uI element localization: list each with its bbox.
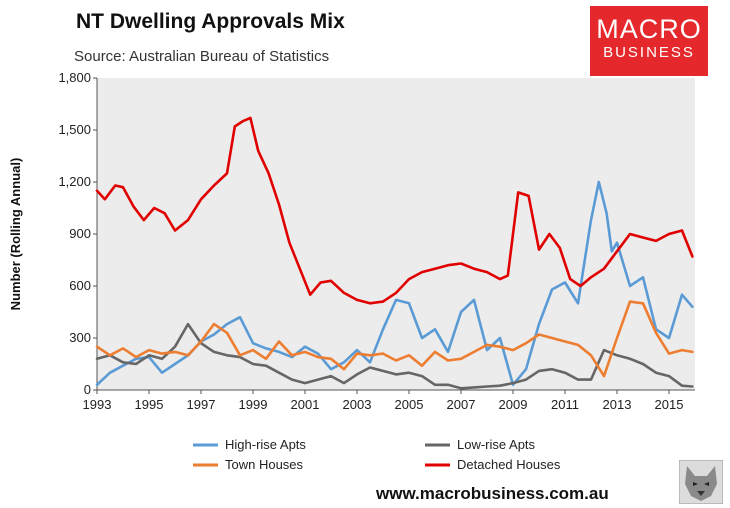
- y-tick-label: 1,800: [58, 70, 91, 85]
- legend-label: Low-rise Apts: [457, 437, 536, 452]
- macrobusiness-logo: MACRO BUSINESS: [590, 6, 708, 76]
- y-tick-label: 0: [84, 382, 91, 397]
- y-tick-label: 600: [69, 278, 91, 293]
- x-tick-label: 2011: [551, 397, 579, 412]
- chart-title: NT Dwelling Approvals Mix: [76, 10, 345, 33]
- y-axis-title: Number (Rolling Annual): [8, 158, 23, 311]
- series-line-low-rise-apts: [95, 322, 694, 390]
- x-tick-label: 2007: [447, 397, 476, 412]
- chart-source: Source: Australian Bureau of Statistics: [74, 48, 330, 65]
- series-line-detached-houses: [95, 116, 694, 305]
- y-tick-label: 900: [69, 226, 91, 241]
- legend-label: Detached Houses: [457, 457, 561, 472]
- y-tick-label: 1,500: [58, 122, 91, 137]
- x-tick-label: 2009: [499, 397, 528, 412]
- series-line-town-houses: [95, 300, 694, 378]
- logo-line-2: BUSINESS: [603, 44, 695, 61]
- x-tick-label: 2013: [603, 397, 632, 412]
- x-tick-label: 2001: [291, 397, 320, 412]
- plot-area: [97, 78, 695, 390]
- y-tick-label: 1,200: [58, 174, 91, 189]
- x-tick-label: 2015: [655, 397, 684, 412]
- x-tick-label: 2005: [395, 397, 424, 412]
- website-url: www.macrobusiness.com.au: [376, 484, 609, 503]
- wolf-mascot-icon: [679, 460, 723, 504]
- y-tick-label: 300: [69, 330, 91, 345]
- x-tick-label: 1999: [239, 397, 268, 412]
- x-tick-label: 1995: [135, 397, 164, 412]
- legend-label: High-rise Apts: [225, 437, 306, 452]
- x-tick-label: 1993: [83, 397, 112, 412]
- legend-label: Town Houses: [225, 457, 304, 472]
- x-tick-label: 2003: [343, 397, 372, 412]
- logo-line-1: MACRO: [596, 14, 702, 44]
- x-tick-label: 1997: [187, 397, 216, 412]
